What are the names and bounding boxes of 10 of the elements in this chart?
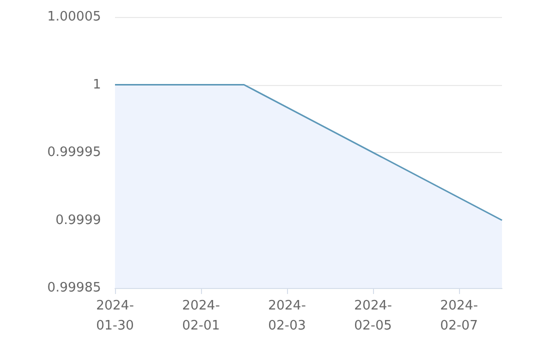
y-tick-label: 0.9999	[56, 212, 101, 228]
x-tick-label: 2024- 02-03	[268, 298, 306, 334]
x-tick-label: 2024- 01-30	[96, 298, 134, 334]
x-tick-label: 2024- 02-07	[440, 298, 478, 334]
x-tick-label: 2024- 02-05	[354, 298, 392, 334]
x-tick-label: 2024- 02-01	[182, 298, 220, 334]
y-tick-label: 1	[92, 77, 101, 92]
y-tick-label: 0.99985	[47, 280, 101, 296]
y-tick-label: 1.00005	[47, 10, 101, 24]
y-tick-label: 0.99995	[47, 145, 101, 160]
